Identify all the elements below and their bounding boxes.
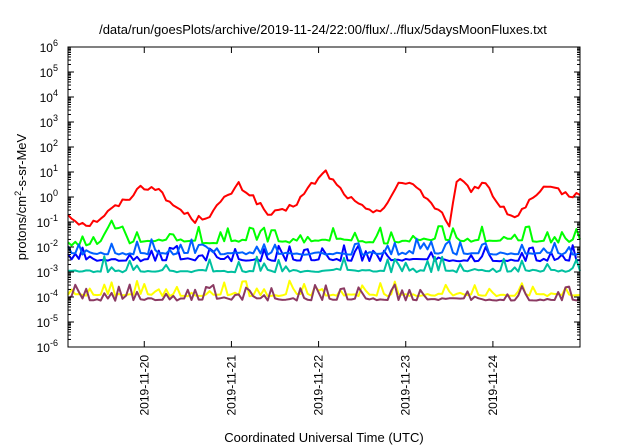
y-tick-label: 10-4 — [37, 288, 58, 305]
y-axis-label-sup: 2 — [13, 191, 23, 196]
y-tick-exp: -4 — [50, 288, 58, 298]
y-tick-label: 101 — [40, 163, 58, 180]
plot-frame — [67, 46, 581, 348]
y-tick-base: 10 — [37, 316, 51, 330]
y-tick-label: 103 — [40, 113, 58, 130]
y-tick-base: 10 — [40, 166, 54, 180]
y-tick-exp: -6 — [50, 338, 58, 348]
y-tick-label: 106 — [40, 38, 58, 55]
y-tick-label: 10-5 — [37, 313, 58, 330]
y-tick-exp: 2 — [53, 138, 58, 148]
y-tick-base: 10 — [37, 241, 51, 255]
y-tick-exp: 4 — [53, 88, 58, 98]
y-tick-exp: -5 — [50, 313, 58, 323]
y-tick-label: 105 — [40, 63, 58, 80]
series-line-1 — [67, 169, 581, 228]
series-line-4 — [67, 237, 581, 256]
y-tick-label: 100 — [40, 188, 58, 205]
y-tick-base: 10 — [37, 216, 51, 230]
y-tick-base: 10 — [40, 91, 54, 105]
y-tick-exp: -3 — [50, 263, 58, 273]
y-tick-base: 10 — [40, 191, 54, 205]
y-tick-exp: 3 — [53, 113, 58, 123]
y-tick-base: 10 — [37, 291, 51, 305]
y-tick-base: 10 — [40, 116, 54, 130]
y-tick-label: 104 — [40, 88, 58, 105]
y-tick-exp: 0 — [53, 188, 58, 198]
series-line-7 — [67, 283, 581, 302]
y-tick-label: 10-2 — [37, 238, 58, 255]
y-tick-exp: -1 — [50, 213, 58, 223]
y-tick-label: 102 — [40, 138, 58, 155]
x-tick-label: 2019-11-22 — [312, 355, 326, 416]
y-axis-label: protons/cm2-s-sr-MeV — [13, 133, 29, 260]
series-layer — [67, 169, 581, 302]
y-tick-exp: 5 — [53, 63, 58, 73]
y-tick-base: 10 — [37, 266, 51, 280]
y-tick-exp: -2 — [50, 238, 58, 248]
x-axis-label: Coordinated Universal Time (UTC) — [224, 430, 423, 445]
y-tick-base: 10 — [40, 41, 54, 55]
y-tick-base: 10 — [37, 341, 51, 355]
x-tick-label: 2019-11-21 — [224, 355, 238, 416]
y-tick-exp: 6 — [53, 38, 58, 48]
y-axis-label-post: -s-sr-MeV — [14, 133, 29, 190]
y-tick-label: 10-3 — [37, 263, 58, 280]
y-tick-exp: 1 — [53, 163, 58, 173]
chart-title: /data/run/goesPlots/archive/2019-11-24/2… — [99, 22, 547, 37]
y-tick-base: 10 — [40, 66, 54, 80]
ticks-layer: 10-610-510-410-310-210-11001011021031041… — [37, 38, 580, 416]
series-line-3 — [67, 244, 581, 263]
x-tick-label: 2019-11-20 — [137, 355, 151, 416]
y-tick-label: 10-6 — [37, 338, 58, 355]
series-line-5 — [67, 255, 581, 274]
x-tick-label: 2019-11-24 — [486, 355, 500, 416]
y-tick-label: 10-1 — [37, 213, 58, 230]
series-line-2 — [67, 219, 581, 247]
y-tick-base: 10 — [40, 141, 54, 155]
x-tick-label: 2019-11-23 — [399, 355, 413, 416]
y-axis-label-pre: protons/cm — [14, 196, 29, 260]
